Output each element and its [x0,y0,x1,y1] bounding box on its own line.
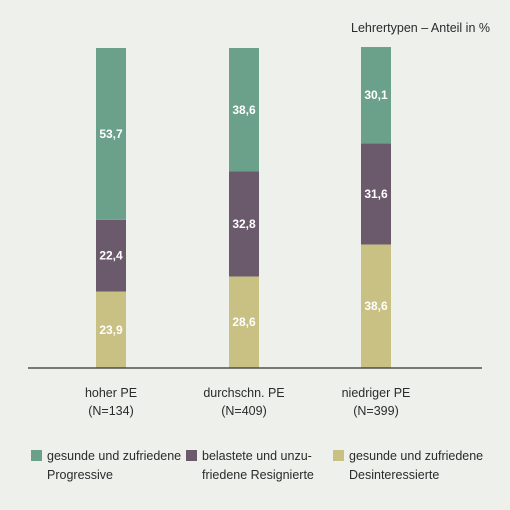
legend-label: Progressive [47,468,113,482]
data-label: 23,9 [99,323,123,337]
data-label: 32,8 [232,217,256,231]
data-label: 38,6 [364,299,388,313]
data-label: 22,4 [99,249,123,263]
legend-swatch [333,450,344,461]
legend-label: friedene Resignierte [202,468,314,482]
bar-segment [96,291,126,368]
bar-segment [229,48,259,172]
chart-title: Lehrertypen – Anteil in % [351,21,490,35]
legend-swatch [31,450,42,461]
data-label: 28,6 [232,315,256,329]
data-label: 30,1 [364,88,388,102]
bar-segment [229,171,259,277]
category-label: hoher PE [85,386,137,400]
data-label: 31,6 [364,187,388,201]
category-n-label: (N=399) [353,404,399,418]
data-label: 38,6 [232,103,256,117]
category-label: niedriger PE [342,386,411,400]
bar-segment [96,219,126,292]
category-label: durchschn. PE [203,386,284,400]
legend-label: belastete und unzu- [202,449,312,463]
legend-swatch [186,450,197,461]
category-n-label: (N=409) [221,404,267,418]
bar-segment [361,47,391,144]
legend-label: gesunde und zufriedene [47,449,181,463]
data-label: 53,7 [99,127,123,141]
legend: gesunde und zufriedene Progressive belaste… [31,449,483,482]
legend-label: Desinteressierte [349,468,439,482]
category-n-label: (N=134) [88,404,134,418]
bar-segment [229,276,259,368]
bar-segment [361,143,391,245]
bar-segment [361,244,391,368]
legend-label: gesunde und zufriedene [349,449,483,463]
bar-segment [96,48,126,220]
category-labels: hoher PE (N=134) durchschn. PE (N=409) niedr… [85,386,410,418]
bars-group: 23,9 22,4 53,7 28,6 32,8 38,6 38,6 31,6 30,1 [96,47,391,368]
